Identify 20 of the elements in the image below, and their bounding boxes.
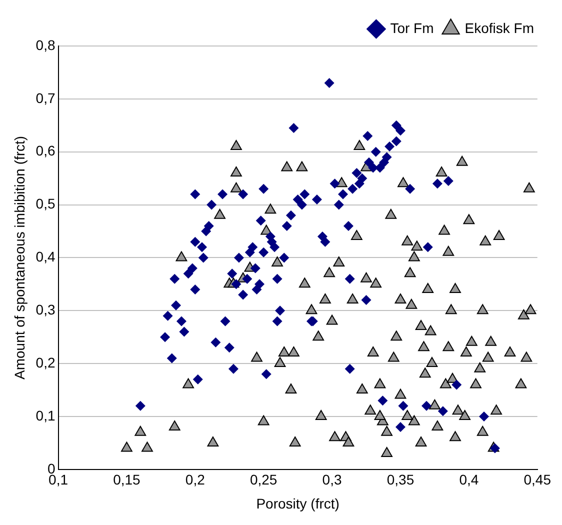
legend-label: Ekofisk Fm	[464, 20, 534, 36]
y-tick-label: 0,1	[36, 407, 56, 424]
y-tick-label: 0	[47, 460, 56, 476]
x-tick-label: 0,45	[524, 472, 552, 488]
y-tick-label: 0,6	[36, 142, 56, 159]
y-tick-label: 0,2	[36, 354, 56, 370]
y-tick-label: 0,8	[36, 36, 56, 53]
y-axis-title: Amount of spontaneous imbibition (frct)	[11, 136, 28, 380]
x-tick-label: 0,3	[322, 472, 342, 488]
y-tick-label: 0,4	[36, 248, 56, 265]
x-tick-label: 0,25	[250, 472, 278, 488]
x-tick-label: 0,2	[185, 472, 206, 488]
x-tick-label: 0,4	[459, 472, 479, 488]
x-tick-label: 0,15	[113, 472, 141, 488]
y-tick-label: 0,3	[36, 301, 56, 318]
legend-label: Tor Fm	[390, 20, 434, 36]
y-tick-label: 0,7	[36, 90, 56, 106]
y-tick-label: 0,5	[36, 196, 56, 212]
x-axis-title: Porosity (frct)	[256, 495, 340, 512]
x-tick-label: 0,35	[386, 472, 414, 488]
